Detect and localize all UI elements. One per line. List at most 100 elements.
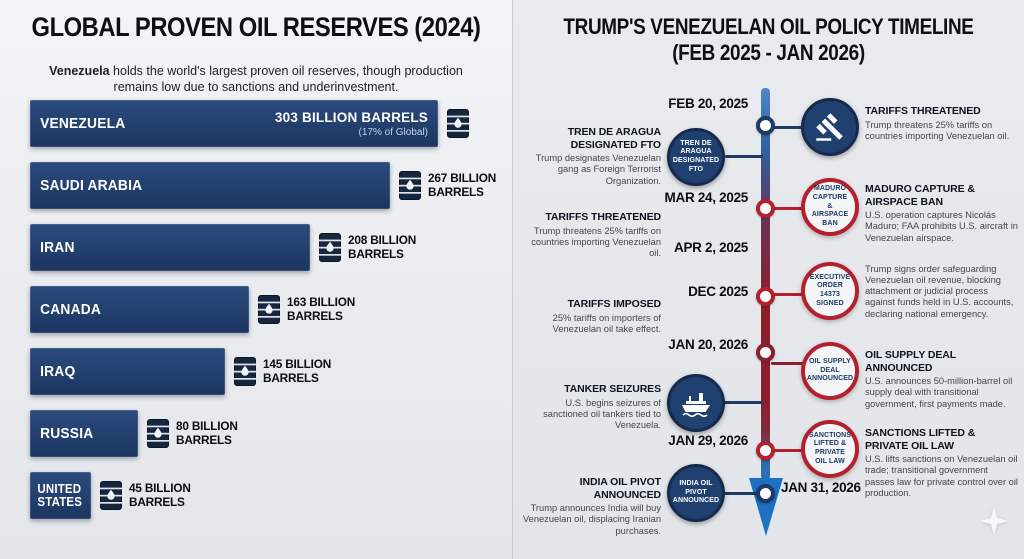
timeline-date: APR 2, 2025 xyxy=(674,240,748,255)
timeline-connector xyxy=(771,126,803,129)
timeline-event-badge: OIL SUPPLY DEAL ANNOUNCED xyxy=(801,342,859,400)
timeline-event: TREN DE ARAGUA DESIGNATED FTO Trump desig… xyxy=(519,126,661,187)
country-label: RUSSIA xyxy=(40,424,94,442)
reserve-row: VENEZUELA 303 BILLION BARRELS (17% of Glob… xyxy=(30,100,506,147)
bar-value: 267 BILLION BARRELS xyxy=(428,170,497,199)
country-label: UNITED STATES xyxy=(37,481,83,509)
gavel-badge xyxy=(801,98,859,156)
oil-barrel-icon xyxy=(319,232,341,263)
oil-barrel-icon xyxy=(258,295,280,324)
bar-value: 303 BILLION BARRELS xyxy=(274,109,428,125)
timeline-dot xyxy=(756,441,775,460)
event-body: U.S. begins seizures of sanctioned oil t… xyxy=(543,397,661,430)
timeline-event-badge: EXECUTIVE ORDER 14373 SIGNED xyxy=(801,262,859,320)
reserve-row: IRAN 208 BILLION BARRELS xyxy=(30,224,506,271)
timeline-connector xyxy=(721,492,759,495)
timeline-panel: TRUMP'S VENEZUELAN OIL POLICY TIMELINE (… xyxy=(512,0,1024,559)
timeline-event-badge: INDIA OIL PIVOT ANNOUNCED xyxy=(667,464,725,522)
oil-barrel-icon xyxy=(399,171,421,200)
reserve-bar: RUSSIA xyxy=(30,410,138,457)
event-body: Trump designates Venezuelan gang as Fore… xyxy=(535,153,661,186)
timeline-connector xyxy=(771,207,803,210)
oil-barrel-icon xyxy=(234,357,256,386)
bar-value: 163 BILLION BARRELS xyxy=(287,294,356,323)
reserve-row: CANADA 163 BILLION BARRELS xyxy=(30,286,506,333)
event-body: Trump signs order safeguarding Venezuela… xyxy=(865,264,1014,319)
timeline-connector xyxy=(725,155,763,158)
event-heading: MADURO CAPTURE & AIRSPACE BAN xyxy=(865,183,975,208)
event-heading: TARIFFS THREATENED xyxy=(865,105,981,117)
event-body: U.S. lifts sanctions on Venezuelan oil t… xyxy=(865,454,1018,498)
timeline-event: MADURO CAPTURE & AIRSPACE BAN U.S. operat… xyxy=(865,183,1019,244)
timeline-connector xyxy=(771,293,803,296)
timeline-date: MAR 24, 2025 xyxy=(664,190,749,205)
gavel-icon xyxy=(816,113,843,141)
oil-barrel-icon xyxy=(100,480,122,511)
bar-value: 208 BILLION BARRELS xyxy=(348,232,417,261)
bar-value: 145 BILLION BARRELS xyxy=(263,356,332,385)
bar-value: 80 BILLION BARRELS xyxy=(176,418,238,447)
bar-value-note: (17% of Global) xyxy=(358,126,428,138)
timeline-title-line1: TRUMP'S VENEZUELAN OIL POLICY TIMELINE xyxy=(563,14,974,39)
reserves-bar-chart: VENEZUELA 303 BILLION BARRELS (17% of Glob… xyxy=(30,100,506,534)
ship-badge xyxy=(667,374,725,432)
timeline-event-badge: TREN DE ARAGUA DESIGNATED FTO xyxy=(667,128,725,186)
event-heading: TARIFFS THREATENED xyxy=(545,211,661,223)
reserve-bar: IRAN xyxy=(30,224,310,271)
event-body: 25% tariffs on importers of Venezuelan o… xyxy=(552,312,661,334)
event-heading: INDIA OIL PIVOT ANNOUNCED xyxy=(579,476,661,501)
timeline-connector xyxy=(719,401,763,404)
timeline-connector xyxy=(771,362,803,365)
timeline-axis xyxy=(761,88,770,480)
reserve-bar: VENEZUELA 303 BILLION BARRELS (17% of Glob… xyxy=(30,100,438,147)
timeline-dot xyxy=(756,116,775,135)
timeline-title: TRUMP'S VENEZUELAN OIL POLICY TIMELINE (… xyxy=(513,14,1024,66)
timeline-dot xyxy=(756,484,775,503)
oil-barrel-icon xyxy=(447,108,469,139)
timeline-event: OIL SUPPLY DEAL ANNOUNCED U.S. announces … xyxy=(865,349,1019,410)
timeline-dot xyxy=(756,343,775,362)
oil-barrel-icon xyxy=(319,233,341,262)
reserve-row: RUSSIA 80 BILLION BARRELS xyxy=(30,410,506,457)
timeline-event: SANCTIONS LIFTED & PRIVATE OIL LAW U.S. l… xyxy=(865,427,1019,499)
reserve-row: IRAQ 145 BILLION BARRELS xyxy=(30,348,506,395)
reserves-panel: GLOBAL PROVEN OIL RESERVES (2024) Venezu… xyxy=(0,0,512,559)
timeline: FEB 20, 2025 MAR 24, 2025 APR 2, 2025 DEC 2… xyxy=(513,0,1024,559)
oil-barrel-icon xyxy=(147,418,169,449)
reserve-bar: SAUDI ARABIA xyxy=(30,162,390,209)
timeline-event: TARIFFS IMPOSED 25% tariffs on importers … xyxy=(519,298,661,335)
sparkle-logo-icon xyxy=(979,506,1009,536)
timeline-event: INDIA OIL PIVOT ANNOUNCED Trump announces… xyxy=(519,476,661,537)
country-label: CANADA xyxy=(40,300,102,318)
event-heading: TREN DE ARAGUA DESIGNATED FTO xyxy=(567,126,661,151)
timeline-dot xyxy=(756,199,775,218)
oil-barrel-icon xyxy=(100,481,122,510)
timeline-date: JAN 20, 2026 xyxy=(668,337,748,352)
reserve-row: UNITED STATES 45 BILLION BARRELS xyxy=(30,472,506,519)
reserve-bar: CANADA xyxy=(30,286,249,333)
timeline-date: DEC 2025 xyxy=(688,284,748,299)
event-body: U.S. announces 50-million-barrel oil sup… xyxy=(865,376,1013,409)
bar-value-inside: 303 BILLION BARRELS (17% of Global) xyxy=(275,110,428,138)
country-label: IRAN xyxy=(40,238,75,256)
timeline-event: TARIFFS THREATENED Trump threatens 25% ta… xyxy=(865,105,1019,142)
event-body: U.S. operation captures Nicolás Maduro; … xyxy=(865,210,1018,243)
event-heading: SANCTIONS LIFTED & PRIVATE OIL LAW xyxy=(865,427,976,452)
reserve-row: SAUDI ARABIA 267 BILLION BARRELS xyxy=(30,162,506,209)
country-label: VENEZUELA xyxy=(40,114,126,132)
tanker-ship-icon xyxy=(682,393,710,418)
oil-barrel-icon xyxy=(147,419,169,448)
event-body: Trump announces India will buy Venezuela… xyxy=(522,503,661,536)
event-body: Trump threatens 25% tariffs on countries… xyxy=(531,225,661,258)
timeline-date: JAN 31, 2026 xyxy=(781,480,861,495)
reserves-title: GLOBAL PROVEN OIL RESERVES (2024) xyxy=(31,12,481,42)
timeline-date: JAN 29, 2026 xyxy=(668,433,748,448)
timeline-title-line2: (FEB 2025 - JAN 2026) xyxy=(672,39,865,65)
reserve-bar: UNITED STATES xyxy=(30,472,91,519)
timeline-connector xyxy=(771,449,803,452)
event-body: Trump threatens 25% tariffs on countries… xyxy=(865,119,1010,141)
timeline-dot xyxy=(756,287,775,306)
reserve-bar: IRAQ xyxy=(30,348,225,395)
oil-barrel-icon xyxy=(447,109,469,138)
